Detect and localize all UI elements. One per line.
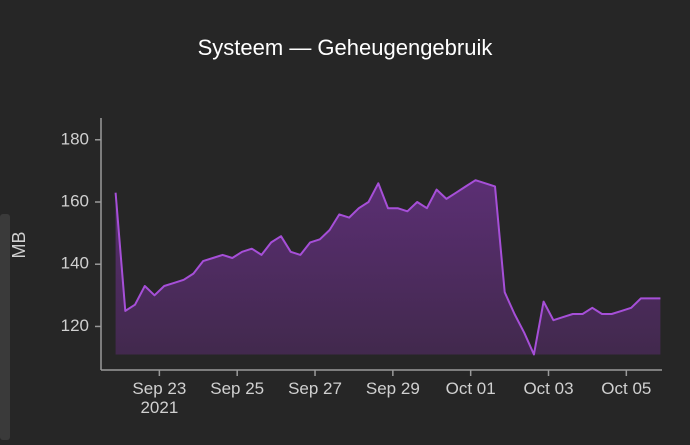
x-tick-label-line: Sep 29 [366, 379, 420, 398]
y-axis-label: MB [9, 232, 29, 259]
area [115, 180, 661, 355]
y-tick-label: 160 [61, 191, 89, 210]
x-tick-label: Oct 01 [446, 379, 496, 398]
x-tick-label-line: Oct 03 [523, 379, 573, 398]
chart-title: Systeem — Geheugengebruik [198, 35, 494, 60]
y-tick-label: 140 [61, 254, 89, 273]
x-tick-label: Sep 23 2021 [132, 379, 186, 417]
x-tick-label: Sep 27 [288, 379, 342, 398]
x-tick-label-line: Oct 01 [446, 379, 496, 398]
x-tick-label-line: 2021 [140, 398, 178, 417]
y-tick-label: 120 [61, 316, 89, 335]
x-tick-label-line: Oct 05 [601, 379, 651, 398]
x-tick-label-line: Sep 25 [210, 379, 264, 398]
x-tick-label-line: Sep 23 [132, 379, 186, 398]
x-tick-label-line: Sep 27 [288, 379, 342, 398]
line [114, 179, 661, 356]
y-tick-label: 180 [61, 129, 89, 148]
x-tick-label: Oct 05 [601, 379, 651, 398]
x-tick-label: Sep 29 [366, 379, 420, 398]
side-tab [0, 214, 10, 440]
x-tick-label: Oct 03 [523, 379, 573, 398]
x-tick-label: Sep 25 [210, 379, 264, 398]
